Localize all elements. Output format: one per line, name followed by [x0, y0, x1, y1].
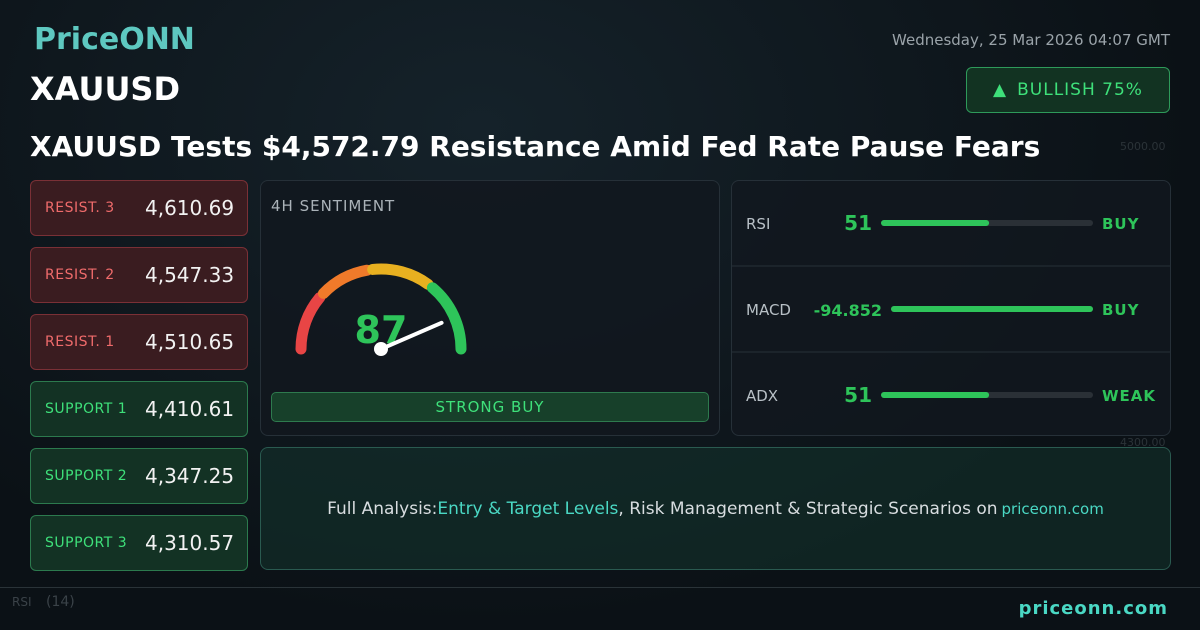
- gauge-segment: [295, 292, 326, 355]
- level-value: 4,410.61: [145, 397, 235, 421]
- level-box: RESIST. 3 4,610.69: [30, 180, 248, 236]
- indicator-value: -94.852: [814, 301, 882, 320]
- footer-rule: [0, 587, 1200, 588]
- indicator-name: ADX: [746, 387, 778, 405]
- banner-text: , Risk Management & Strategic Scenarios …: [618, 498, 998, 519]
- level-value: 4,347.25: [145, 464, 235, 488]
- indicator-value: 51: [844, 383, 872, 407]
- sentiment-panel: 4H SENTIMENT 87 STRONG BUY: [260, 180, 720, 436]
- indicator-name: RSI: [746, 215, 770, 233]
- banner-link-text: Entry & Target Levels: [437, 498, 619, 519]
- banner-text: Full Analysis:: [327, 498, 438, 519]
- level-value: 4,610.69: [145, 196, 235, 220]
- banner-site: priceonn.com: [1001, 499, 1104, 518]
- bg-period: (14): [46, 594, 75, 610]
- up-arrow: ▲: [993, 80, 1008, 100]
- brand: PriceONN: [34, 22, 195, 57]
- symbol: XAUUSD: [30, 70, 181, 108]
- gauge-segment: [317, 264, 373, 299]
- bg-indicator: RSI: [12, 595, 32, 609]
- headline: XAUUSD Tests $4,572.79 Resistance Amid F…: [30, 130, 1041, 163]
- indicator-fill: [891, 306, 1093, 312]
- level-box: RESIST. 2 4,547.33: [30, 247, 248, 303]
- level-label: SUPPORT 2: [45, 468, 128, 484]
- indicators-panel: RSI 51 BUY MACD -94.852 BUY ADX 51 WEAK: [731, 180, 1171, 436]
- bg-price: 4300.00: [1120, 436, 1166, 449]
- level-label: SUPPORT 1: [45, 401, 128, 417]
- level-value: 4,510.65: [145, 330, 235, 354]
- indicator-fill: [881, 220, 990, 226]
- level-value: 4,547.33: [145, 263, 235, 287]
- level-value: 4,310.57: [145, 531, 235, 555]
- level-box: SUPPORT 2 4,347.25: [30, 448, 248, 504]
- sentiment-title: 4H SENTIMENT: [271, 197, 396, 215]
- gauge-needle: [379, 320, 444, 351]
- level-label: RESIST. 2: [45, 267, 115, 283]
- level-label: RESIST. 1: [45, 334, 115, 350]
- banner: Full Analysis: Entry & Target Levels, Ri…: [260, 447, 1171, 570]
- indicator-signal: BUY: [1102, 301, 1140, 319]
- indicator-signal: BUY: [1102, 215, 1140, 233]
- verdict: STRONG BUY: [271, 392, 709, 422]
- indicator-fill: [881, 392, 990, 398]
- level-label: SUPPORT 3: [45, 535, 128, 551]
- level-box: RESIST. 1 4,510.65: [30, 314, 248, 370]
- gauge: 87: [295, 263, 467, 356]
- sentiment-badge: ▲ BULLISH 75%: [966, 67, 1170, 113]
- level-box: SUPPORT 1 4,410.61: [30, 381, 248, 437]
- footer-site: priceonn.com: [1018, 598, 1168, 619]
- gauge-hub: [374, 342, 388, 356]
- datetime: Wednesday, 25 Mar 2026 04:07 GMT: [892, 31, 1170, 49]
- indicator-name: MACD: [746, 301, 791, 319]
- badge-text: BULLISH 75%: [1017, 80, 1143, 100]
- indicator-signal: WEAK: [1102, 387, 1156, 405]
- indicators: RSI 51 BUY MACD -94.852 BUY ADX 51 WEAK: [732, 211, 1170, 407]
- bg-price: 5000.00: [1120, 140, 1166, 153]
- level-box: SUPPORT 3 4,310.57: [30, 515, 248, 571]
- gauge-segment: [367, 263, 434, 290]
- gauge-segment: [426, 282, 467, 355]
- level-label: RESIST. 3: [45, 200, 115, 216]
- indicator-value: 51: [844, 211, 872, 235]
